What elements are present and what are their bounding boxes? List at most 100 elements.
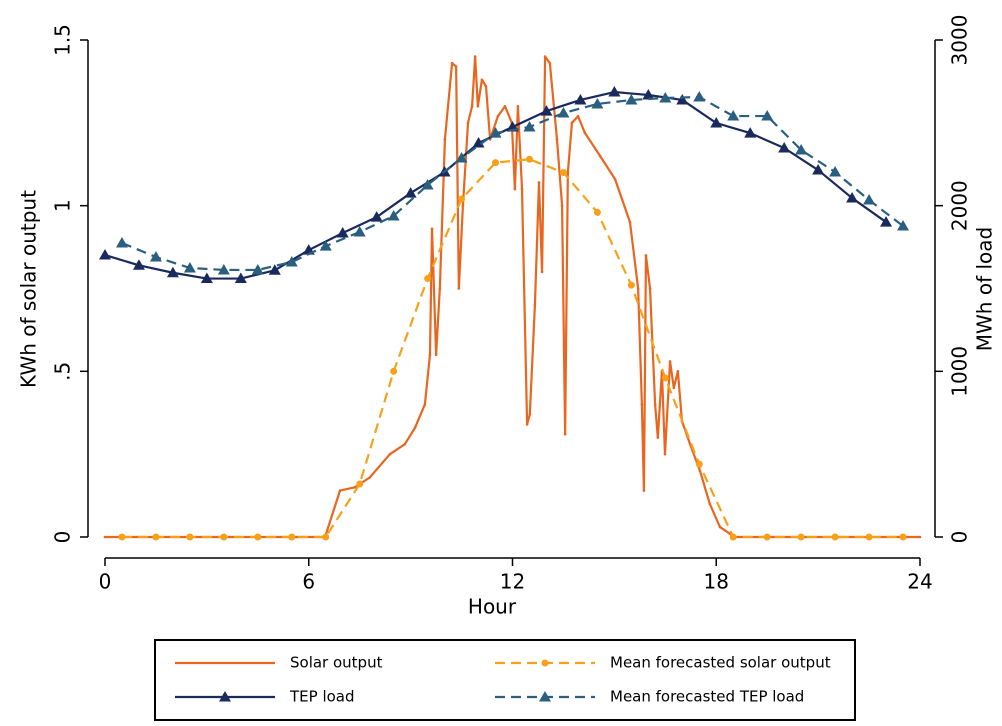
point <box>118 533 126 541</box>
point <box>319 240 332 251</box>
point <box>132 259 145 270</box>
point <box>563 432 567 436</box>
point <box>99 249 111 260</box>
point <box>644 254 648 257</box>
point <box>636 287 640 290</box>
point <box>537 181 541 184</box>
point <box>428 353 432 357</box>
series-line <box>121 158 904 539</box>
point <box>640 403 644 406</box>
point <box>831 533 839 541</box>
point <box>608 86 621 97</box>
series-line <box>105 55 920 539</box>
point <box>457 287 461 290</box>
point <box>627 281 635 289</box>
point <box>220 533 228 541</box>
y-tick-label: .5 <box>51 362 75 381</box>
point <box>727 110 740 121</box>
point <box>390 367 398 375</box>
point <box>353 486 357 489</box>
point <box>880 216 893 227</box>
point <box>548 61 552 65</box>
point <box>458 195 466 203</box>
point <box>492 159 500 167</box>
point <box>353 226 366 237</box>
point <box>370 211 383 222</box>
point <box>897 220 910 231</box>
point <box>812 164 825 175</box>
point <box>625 93 638 105</box>
point <box>473 55 477 58</box>
point <box>285 255 298 267</box>
point <box>865 533 873 541</box>
point <box>149 251 162 262</box>
point <box>525 155 533 163</box>
y2-tick-label: 0 <box>948 531 972 544</box>
point <box>115 236 128 248</box>
point <box>566 171 570 174</box>
point <box>710 116 723 128</box>
point <box>470 104 474 108</box>
point <box>288 533 296 541</box>
y-axis-label: KWh of solar output <box>17 190 41 388</box>
point <box>846 192 859 203</box>
point <box>593 208 601 216</box>
point <box>918 535 922 539</box>
point <box>503 104 507 108</box>
point <box>555 138 559 141</box>
point <box>520 187 524 191</box>
point <box>656 436 660 439</box>
y-tick-label: 1.5 <box>51 24 75 56</box>
point <box>476 104 480 108</box>
point <box>454 65 458 68</box>
point <box>668 360 672 363</box>
point <box>559 169 567 177</box>
point <box>496 114 500 118</box>
point <box>268 264 281 275</box>
point <box>251 263 264 275</box>
legend-label: Solar output <box>290 654 383 672</box>
point <box>540 270 544 274</box>
point <box>424 275 432 283</box>
x-tick-label: 18 <box>704 570 729 594</box>
point <box>574 93 587 105</box>
point <box>661 374 669 382</box>
point <box>642 489 646 492</box>
point <box>254 533 262 541</box>
point <box>234 272 247 284</box>
point <box>152 533 160 541</box>
x-tick-label: 0 <box>99 570 112 594</box>
point <box>356 480 364 488</box>
point <box>484 85 488 88</box>
point <box>672 386 676 390</box>
point <box>466 121 470 125</box>
point <box>628 220 632 224</box>
point <box>557 107 570 118</box>
legend-label: Mean forecasted solar output <box>610 654 831 672</box>
y2-tick-label: 3000 <box>948 15 972 66</box>
point <box>423 403 427 406</box>
point <box>778 142 791 153</box>
point <box>403 442 407 446</box>
point <box>103 535 107 539</box>
point <box>528 413 532 416</box>
x-axis-label: Hour <box>468 595 517 619</box>
point <box>461 204 465 207</box>
point <box>718 525 722 529</box>
point <box>591 97 604 109</box>
x-tick-label: 6 <box>302 570 315 594</box>
point <box>200 272 213 284</box>
point <box>795 144 808 155</box>
legend: Solar output Mean forecasted solar output… <box>175 654 831 706</box>
point <box>744 127 757 138</box>
y2-tick-label: 1000 <box>948 346 972 397</box>
point <box>598 154 602 158</box>
legend-label: Mean forecasted TEP load <box>610 688 804 706</box>
series-line <box>121 95 904 272</box>
point <box>676 370 680 373</box>
point <box>899 533 907 541</box>
x-tick-label: 24 <box>907 570 932 594</box>
point <box>438 287 442 290</box>
point <box>613 177 617 181</box>
point <box>541 659 549 667</box>
